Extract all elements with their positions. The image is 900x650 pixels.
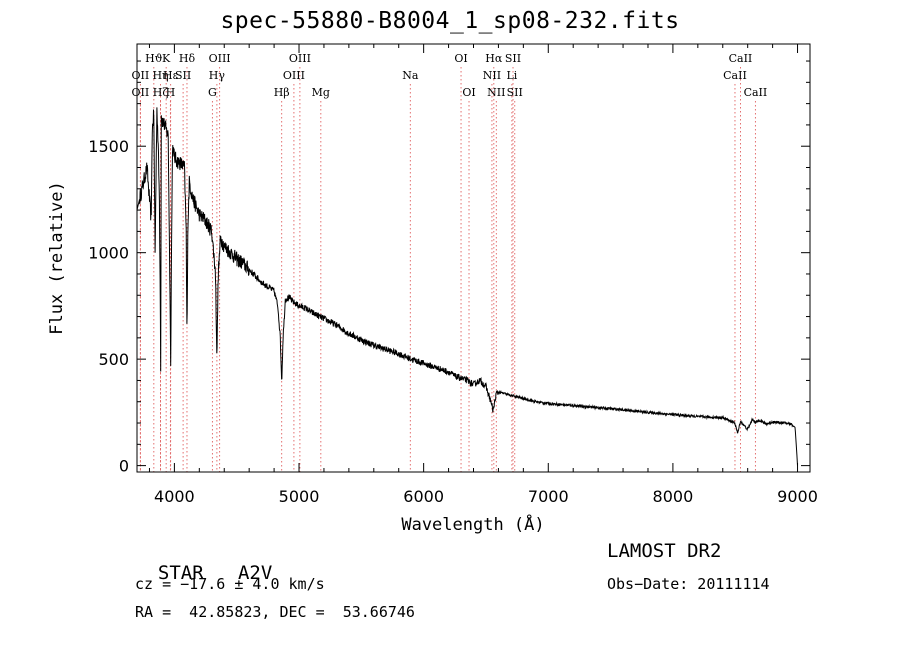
spectral-line-label: G <box>208 86 217 99</box>
spectral-line-label: Na <box>402 69 419 82</box>
coordinates-text: RA = 42.85823, DEC = 53.66746 <box>135 603 415 621</box>
x-tick-label: 4000 <box>154 487 195 506</box>
y-axis: 0 500 1000 1500 <box>88 60 810 476</box>
spectral-line-label: CaII <box>723 69 747 82</box>
spectral-line-label: Mg <box>312 86 330 99</box>
spectral-line-label: Hβ <box>274 86 290 99</box>
x-axis-label: Wavelength (Å) <box>401 513 544 535</box>
redshift-text: cz = −17.6 ± 4.0 km/s <box>135 575 325 593</box>
y-axis-label: Flux (relative) <box>47 181 67 335</box>
spectral-line-label: SII <box>507 86 523 99</box>
y-tick-label: 1000 <box>88 244 129 263</box>
chart-title: spec-55880-B8004_1_sp08-232.fits <box>220 8 680 34</box>
spectral-line-label: OIII <box>289 52 311 65</box>
obs-date-text: Obs−Date: 20111114 <box>607 575 770 593</box>
x-tick-label: 5000 <box>279 487 320 506</box>
class-label: STAR <box>157 562 204 584</box>
spectral-line-label: NII <box>483 69 501 82</box>
x-tick-label: 7000 <box>528 487 569 506</box>
spectral-line-label: SII <box>505 52 521 65</box>
x-tick-label: 8000 <box>653 487 694 506</box>
spectral-line-label: Hδ <box>179 52 196 65</box>
spectral-line-label: SII <box>175 69 191 82</box>
spectral-line-label: Hη <box>152 69 168 82</box>
x-tick-label: 9000 <box>777 487 818 506</box>
spectral-line-label: OI <box>462 86 475 99</box>
spectral-line-label: CaII <box>744 86 768 99</box>
spectral-line-label: Hζ <box>153 86 169 99</box>
y-tick-label: 1500 <box>88 137 129 156</box>
spectral-line-label: OII <box>132 86 150 99</box>
x-tick-label: 6000 <box>403 487 444 506</box>
spectral-line-label: OIII <box>209 52 231 65</box>
spectral-line-label: Hε <box>163 69 179 82</box>
spectral-line-label: Li <box>506 69 517 82</box>
spectral-line-label: OII <box>132 69 150 82</box>
spectral-line-label: Hϑ <box>145 52 163 65</box>
spectral-line-label: K <box>162 52 171 65</box>
spectrum-line <box>136 107 798 466</box>
subclass-label: A2V <box>237 562 273 584</box>
spectral-line-label: Hγ <box>209 69 226 82</box>
spectral-line-label: NII <box>487 86 505 99</box>
y-tick-label: 500 <box>98 350 129 369</box>
spectral-line-label: Hα <box>485 52 503 65</box>
spectral-line-label: OI <box>454 52 467 65</box>
y-tick-label: 0 <box>119 457 129 476</box>
spectral-line-label: OIII <box>283 69 305 82</box>
spectral-line-label: H <box>166 86 176 99</box>
spectral-line-markers <box>139 67 756 472</box>
object-class: STAR A2V <box>135 540 272 584</box>
x-axis: 4000 5000 6000 7000 8000 9000 <box>148 44 818 506</box>
survey-label: LAMOST DR2 <box>607 540 722 562</box>
spectral-line-label: CaII <box>729 52 753 65</box>
